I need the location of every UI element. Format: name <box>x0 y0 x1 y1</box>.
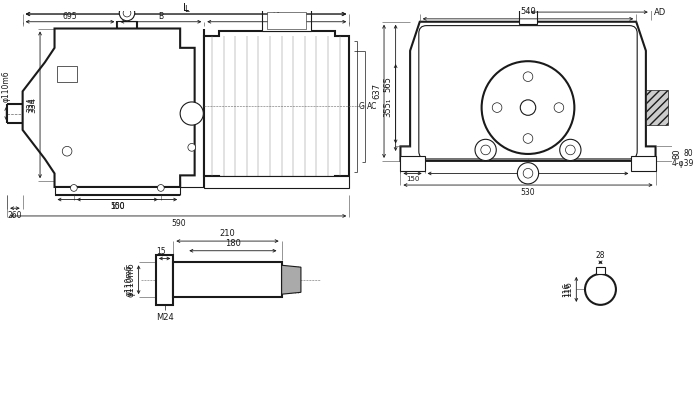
Polygon shape <box>204 31 349 181</box>
Text: 380: 380 <box>520 176 535 185</box>
Circle shape <box>492 103 502 113</box>
Bar <box>267 12 306 29</box>
Text: 695: 695 <box>62 12 77 21</box>
Bar <box>204 176 349 188</box>
Text: 116: 116 <box>564 282 573 297</box>
Polygon shape <box>23 29 194 187</box>
Circle shape <box>520 100 536 115</box>
Text: 15: 15 <box>156 246 166 255</box>
Text: AD: AD <box>654 8 666 17</box>
Text: L1: L1 <box>272 12 281 21</box>
Text: 150: 150 <box>110 202 125 211</box>
Text: 355₁: 355₁ <box>384 98 393 117</box>
Circle shape <box>523 134 533 143</box>
Text: 637: 637 <box>372 83 381 100</box>
Circle shape <box>119 5 135 21</box>
Bar <box>262 9 311 31</box>
Text: 590: 590 <box>171 219 185 228</box>
Circle shape <box>481 145 491 155</box>
Text: L: L <box>183 3 189 13</box>
Text: φ110m6: φ110m6 <box>127 262 136 297</box>
Circle shape <box>523 2 533 11</box>
Bar <box>519 9 536 24</box>
Polygon shape <box>282 265 301 294</box>
Text: L: L <box>183 3 189 13</box>
Circle shape <box>62 146 72 156</box>
Circle shape <box>517 163 539 184</box>
Text: φ110m6: φ110m6 <box>1 70 10 102</box>
Bar <box>58 66 77 82</box>
Text: L: L <box>184 5 188 14</box>
Text: 334: 334 <box>28 97 37 113</box>
Text: 80: 80 <box>684 149 693 158</box>
Text: 150: 150 <box>406 176 419 182</box>
Circle shape <box>475 139 496 161</box>
Text: φ110m6: φ110m6 <box>125 264 134 295</box>
Circle shape <box>585 274 616 305</box>
Text: B: B <box>158 12 163 21</box>
Text: 180: 180 <box>225 239 241 248</box>
Bar <box>400 156 425 171</box>
Text: 116: 116 <box>562 282 571 297</box>
Polygon shape <box>400 22 656 161</box>
Text: 4-φ39: 4-φ39 <box>672 159 694 168</box>
Circle shape <box>180 102 203 125</box>
Circle shape <box>523 169 533 178</box>
Circle shape <box>554 103 564 113</box>
Text: 260: 260 <box>8 211 22 220</box>
Text: 210: 210 <box>219 229 235 238</box>
Circle shape <box>566 145 575 155</box>
Circle shape <box>71 184 77 191</box>
Bar <box>156 255 174 305</box>
Text: 80: 80 <box>672 149 682 159</box>
Text: 500: 500 <box>110 202 125 211</box>
Text: G: G <box>359 102 365 111</box>
Bar <box>174 262 282 297</box>
Circle shape <box>188 144 196 151</box>
Text: 530: 530 <box>520 188 535 197</box>
Circle shape <box>158 184 164 191</box>
Text: M24: M24 <box>156 313 174 322</box>
Circle shape <box>560 139 581 161</box>
Bar <box>595 267 605 274</box>
Bar <box>646 90 668 125</box>
Text: 28: 28 <box>595 251 605 260</box>
Circle shape <box>523 72 533 82</box>
Text: 540: 540 <box>520 7 536 16</box>
Bar <box>632 156 656 171</box>
Text: AC: AC <box>366 102 377 111</box>
Text: 565: 565 <box>384 76 393 92</box>
Text: 334: 334 <box>26 98 35 112</box>
FancyBboxPatch shape <box>418 26 637 159</box>
Circle shape <box>123 9 131 17</box>
Circle shape <box>482 61 575 154</box>
